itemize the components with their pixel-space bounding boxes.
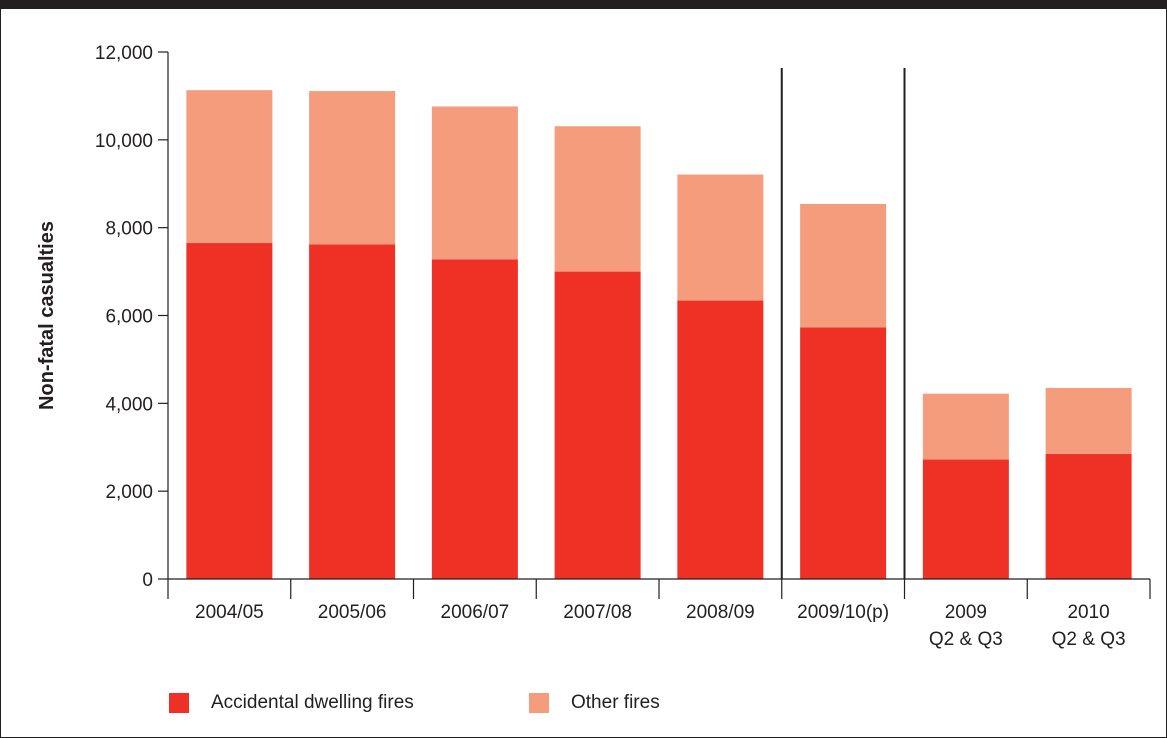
- bar-other-3: [554, 126, 641, 272]
- bar-other-0: [186, 90, 273, 244]
- legend-item-accidental: Accidental dwelling fires: [169, 692, 414, 714]
- bar-other-7: [1045, 387, 1132, 454]
- x-tick-label-6-line-1: Q2 & Q3: [929, 629, 1003, 650]
- y-tick-label-2: 4,000: [105, 394, 153, 415]
- legend-label-other: Other fires: [571, 692, 660, 713]
- bar-accidental-2: [431, 259, 518, 579]
- bar-other-1: [309, 91, 396, 245]
- y-tick-label-6: 12,000: [95, 43, 153, 64]
- x-tick-label-3: 2007/08: [563, 602, 632, 623]
- bar-other-5: [800, 203, 887, 328]
- legend-item-other: Other fires: [529, 692, 660, 714]
- y-axis-title: Non-fatal casualties: [36, 221, 58, 410]
- legend-swatch-accidental: [169, 693, 189, 713]
- bar-accidental-6: [922, 459, 1009, 579]
- x-tick-label-7-line-1: Q2 & Q3: [1052, 629, 1126, 650]
- x-tick-label-4: 2008/09: [686, 602, 755, 623]
- bar-other-4: [677, 174, 764, 301]
- y-tick-label-4: 8,000: [105, 219, 153, 240]
- legend-swatch-other: [529, 693, 549, 713]
- x-tick-label-6-line-0: 2009: [945, 602, 987, 623]
- y-tick-label-0: 0: [142, 570, 153, 591]
- x-tick-label-5: 2009/10(p): [797, 602, 889, 623]
- bar-accidental-1: [309, 244, 396, 580]
- legend-label-accidental: Accidental dwelling fires: [211, 692, 414, 713]
- bar-accidental-7: [1045, 453, 1132, 579]
- x-tick-label-2: 2006/07: [441, 602, 510, 623]
- bar-accidental-0: [186, 243, 273, 579]
- y-tick-label-5: 10,000: [95, 131, 153, 152]
- top-banner: [0, 0, 1167, 9]
- y-tick-label-1: 2,000: [105, 482, 153, 503]
- x-tick-label-7-line-0: 2010: [1067, 602, 1109, 623]
- x-tick-label-0: 2004/05: [195, 602, 264, 623]
- bar-accidental-5: [800, 327, 887, 579]
- y-tick-label-3: 6,000: [105, 307, 153, 328]
- bar-accidental-3: [554, 271, 641, 579]
- bar-accidental-4: [677, 300, 764, 579]
- bar-other-2: [431, 106, 518, 260]
- x-tick-label-1: 2005/06: [318, 602, 387, 623]
- bar-other-6: [922, 393, 1009, 460]
